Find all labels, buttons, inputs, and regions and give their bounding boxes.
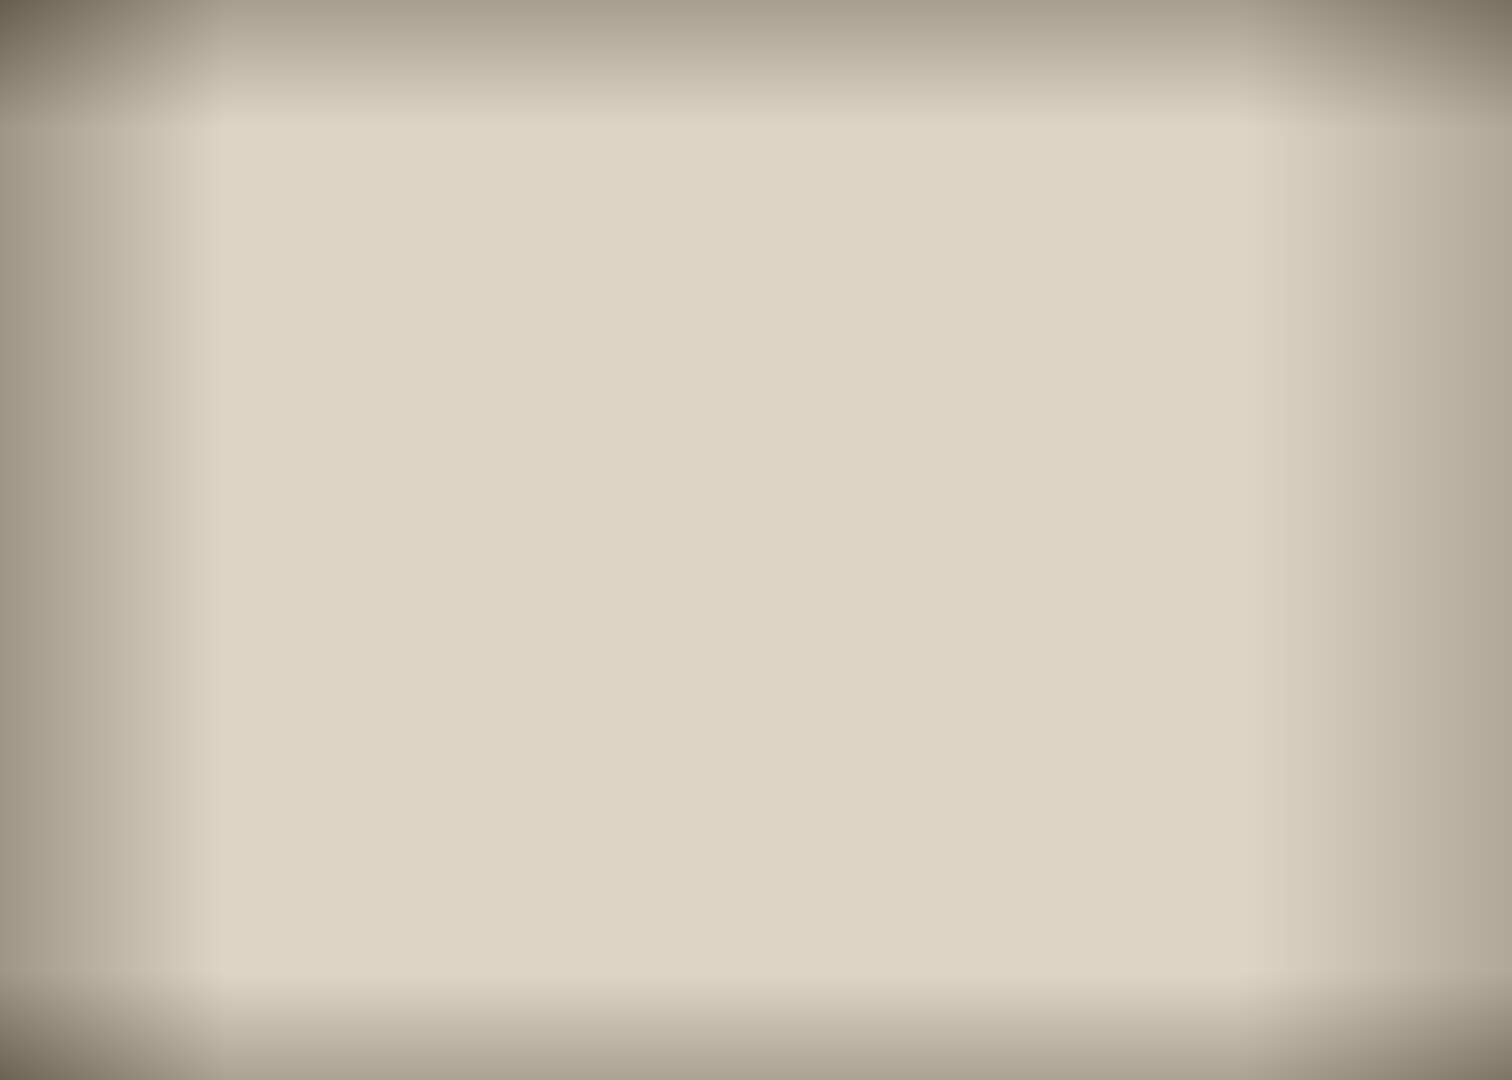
Text: (a)  43: (a) 43 — [260, 159, 360, 190]
Text: 96.: 96. — [233, 226, 296, 259]
Text: Plutonium-239 is used in nuclear bombs. Determine the: Plutonium-239 is used in nuclear bombs. … — [311, 226, 1337, 259]
Text: A: A — [792, 384, 812, 409]
Text: number of protons and neutrons in plutonium-239 and: number of protons and neutrons in pluton… — [311, 302, 1311, 337]
Text: X.: X. — [824, 380, 862, 414]
Text: mass 27.9769 amu​and a natural abundance of 92.21%, Si-29: mass 27.9769 amu​and a natural abundance… — [311, 677, 1426, 711]
Text: write its symbol in the form: write its symbol in the form — [311, 380, 832, 415]
Text: Silicon has three naturally occurring isotopes: Si-28 with: Silicon has three naturally occurring is… — [311, 608, 1359, 643]
Text: of 3.10%. Calculate the atomic mass of silicon.: of 3.10%. Calculate the atomic mass of s… — [311, 883, 1169, 918]
Text: with mass 28.9765 amu and a natural abundance of 4.69%,: with mass 28.9765 amu and a natural abun… — [311, 746, 1400, 780]
Text: Z: Z — [792, 420, 810, 445]
Text: 98.: 98. — [233, 608, 296, 642]
Text: and Si-30 with mass 29.9737 amu and a natural abundance: and Si-30 with mass 29.9737 amu and a na… — [311, 814, 1402, 849]
